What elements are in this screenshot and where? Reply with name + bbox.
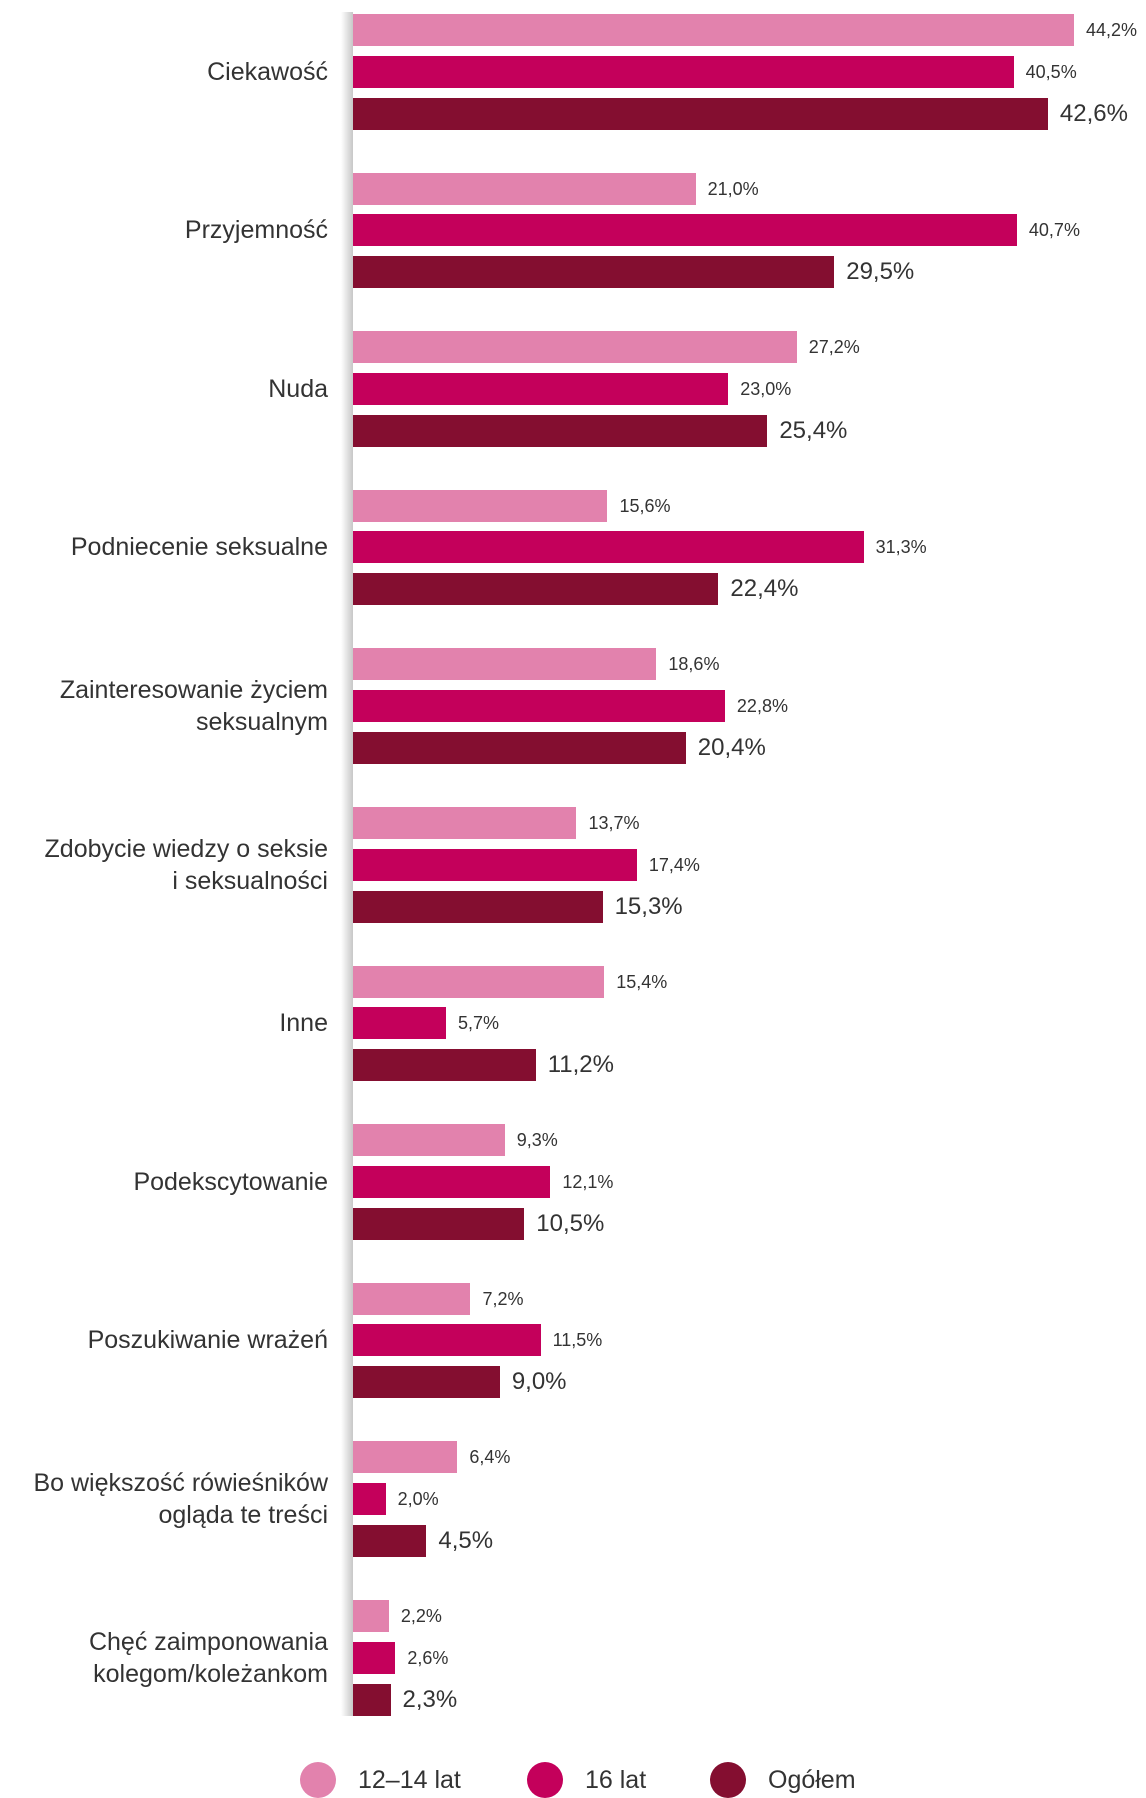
bar [353, 372, 729, 405]
bar [353, 1683, 391, 1716]
value-label: 2,6% [407, 1647, 449, 1668]
bar [353, 1600, 389, 1632]
legend-label: 12–14 lat [358, 1766, 461, 1794]
value-label: 15,3% [614, 892, 683, 920]
bar [353, 1165, 551, 1198]
bar [353, 256, 835, 289]
category-label: Poszukiwanie wrażeń [87, 1326, 328, 1355]
value-label: 10,5% [536, 1209, 605, 1237]
bar [353, 414, 768, 447]
bar [353, 172, 696, 205]
value-label: 4,5% [438, 1526, 494, 1554]
value-label: 42,6% [1059, 99, 1128, 127]
category-label: Inne [279, 1009, 328, 1038]
value-label: 20,4% [697, 733, 766, 761]
value-label: 11,5% [552, 1330, 603, 1351]
bar [353, 1482, 386, 1515]
category-label: Chęć zaimponowania kolegom/koleżankom [88, 1627, 328, 1688]
category-label: Bo większość rówieśników ogląda te treśc… [33, 1468, 328, 1529]
bar [353, 807, 577, 839]
bar [353, 1524, 427, 1557]
value-label: 5,7% [457, 1013, 499, 1034]
value-label: 2,0% [397, 1488, 439, 1509]
bar [353, 848, 637, 881]
bar [353, 1366, 500, 1399]
bar [353, 531, 864, 564]
legend-label: 16 lat [585, 1766, 647, 1794]
value-label: 23,0% [740, 378, 792, 399]
bar [353, 689, 725, 722]
category-label: Przyjemność [184, 216, 328, 245]
bar [353, 1282, 471, 1315]
bar [353, 731, 686, 764]
axis-line [341, 12, 353, 1716]
bar [353, 55, 1014, 88]
value-label: 2,2% [400, 1606, 442, 1626]
value-label: 7,2% [482, 1288, 524, 1309]
value-label: 25,4% [779, 416, 848, 444]
bar [353, 1324, 541, 1357]
bar [353, 1049, 536, 1082]
value-label: 9,3% [516, 1130, 558, 1151]
value-label: 21,0% [707, 178, 759, 199]
bar [353, 97, 1048, 130]
value-label: 44,2% [1086, 20, 1138, 40]
bar [353, 14, 1074, 46]
bar [353, 1007, 446, 1040]
bar [353, 573, 719, 606]
value-label: 11,2% [547, 1051, 614, 1079]
bar [353, 965, 605, 998]
value-label: 15,6% [619, 495, 671, 516]
bar [353, 331, 797, 364]
value-label: 15,4% [616, 971, 668, 992]
bar [353, 1207, 525, 1240]
value-label: 31,3% [875, 537, 927, 558]
value-label: 22,8% [736, 695, 788, 716]
value-label: 29,5% [846, 258, 915, 286]
bar [353, 1641, 396, 1674]
category-label: Nuda [268, 374, 328, 403]
bar [353, 648, 657, 681]
value-label: 40,7% [1028, 220, 1080, 241]
value-label: 40,5% [1025, 61, 1077, 82]
value-label: 9,0% [511, 1368, 567, 1396]
value-label: 6,4% [469, 1447, 511, 1468]
bar [353, 489, 608, 522]
legend-swatch [300, 1762, 336, 1798]
bar [353, 890, 603, 923]
value-label: 22,4% [730, 575, 799, 603]
value-label: 12,1% [562, 1171, 614, 1192]
category-label: Ciekawość [207, 57, 328, 86]
bar [353, 214, 1017, 247]
category-label: Zdobycie wiedzy o seksie i seksualności [44, 834, 328, 895]
category-label: Podniecenie seksualne [70, 533, 328, 562]
value-label: 2,3% [402, 1685, 458, 1713]
value-label: 27,2% [808, 337, 860, 358]
category-label: Zainteresowanie życiem seksualnym [59, 675, 328, 736]
value-label: 17,4% [648, 854, 700, 875]
legend-swatch [527, 1762, 563, 1798]
bar [353, 1124, 505, 1157]
legend-swatch [710, 1762, 746, 1798]
legend-label: Ogółem [768, 1766, 856, 1794]
value-label: 18,6% [668, 654, 720, 675]
bar [353, 1441, 458, 1474]
value-label: 13,7% [588, 813, 640, 833]
category-label: Podekscytowanie [133, 1167, 328, 1196]
